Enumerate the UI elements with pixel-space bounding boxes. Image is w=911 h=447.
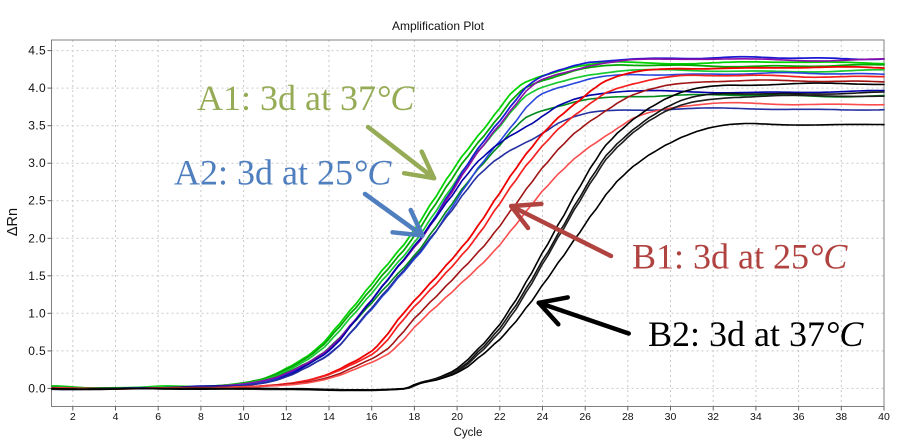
svg-text:10: 10 — [238, 411, 250, 423]
svg-text:20: 20 — [451, 411, 463, 423]
svg-text:4.0: 4.0 — [28, 81, 46, 95]
svg-text:ΔRn: ΔRn — [5, 208, 21, 236]
svg-text:12: 12 — [280, 411, 292, 423]
svg-text:Amplification Plot: Amplification Plot — [392, 19, 485, 33]
svg-text:40: 40 — [878, 411, 890, 423]
svg-text:3.5: 3.5 — [28, 119, 46, 133]
svg-text:22: 22 — [494, 411, 506, 423]
svg-text:32: 32 — [707, 411, 719, 423]
svg-text:26: 26 — [579, 411, 591, 423]
svg-text:2.0: 2.0 — [28, 231, 46, 245]
svg-text:2: 2 — [70, 411, 76, 423]
svg-text:A1: 3d at 37°C: A1: 3d at 37°C — [197, 78, 415, 118]
svg-text:30: 30 — [665, 411, 677, 423]
svg-text:B1: 3d at 25°C: B1: 3d at 25°C — [632, 237, 848, 277]
svg-text:14: 14 — [323, 411, 335, 423]
svg-text:38: 38 — [835, 411, 847, 423]
svg-text:4: 4 — [113, 411, 119, 423]
svg-text:34: 34 — [750, 411, 762, 423]
svg-text:36: 36 — [793, 411, 805, 423]
svg-text:24: 24 — [537, 411, 549, 423]
svg-text:0.5: 0.5 — [28, 344, 46, 358]
svg-text:1.0: 1.0 — [28, 306, 46, 320]
svg-text:0.0: 0.0 — [28, 381, 46, 395]
svg-text:1.5: 1.5 — [28, 269, 46, 283]
svg-text:Cycle: Cycle — [454, 427, 483, 439]
svg-text:18: 18 — [409, 411, 421, 423]
svg-text:6: 6 — [155, 411, 161, 423]
svg-text:8: 8 — [198, 411, 204, 423]
svg-text:B2: 3d at 37°C: B2: 3d at 37°C — [648, 314, 864, 354]
svg-text:4.5: 4.5 — [28, 44, 46, 58]
svg-text:A2: 3d at 25°C: A2: 3d at 25°C — [174, 153, 392, 193]
svg-text:28: 28 — [622, 411, 634, 423]
svg-text:16: 16 — [366, 411, 378, 423]
svg-text:3.0: 3.0 — [28, 156, 46, 170]
svg-text:2.5: 2.5 — [28, 194, 46, 208]
